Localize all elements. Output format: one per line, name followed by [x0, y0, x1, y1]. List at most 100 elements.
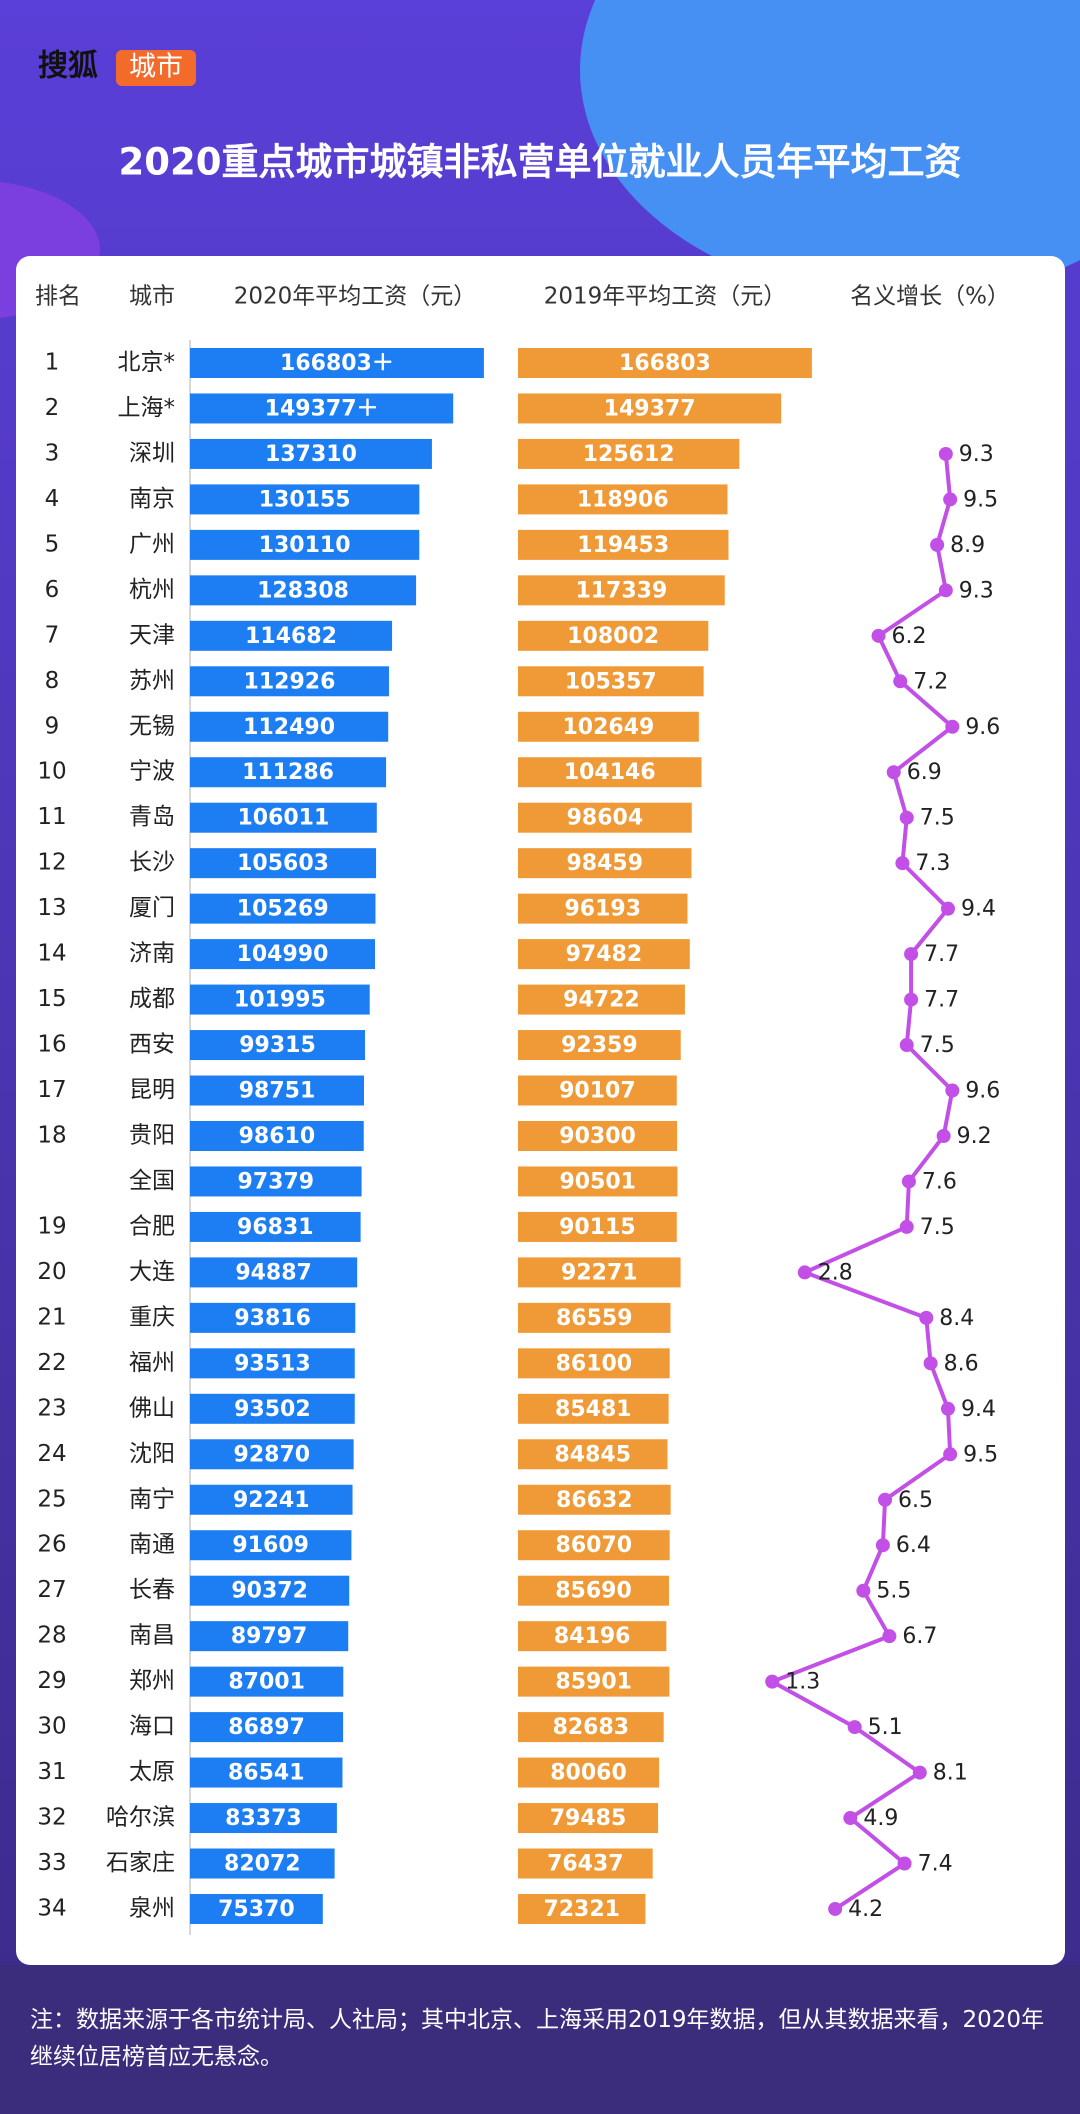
bar	[518, 529, 729, 560]
bar	[518, 1666, 670, 1697]
growth-label: 9.4	[961, 897, 996, 922]
bar	[190, 1621, 349, 1652]
bar	[190, 1393, 355, 1424]
value-label: 85690	[555, 1579, 632, 1604]
growth-label: 6.9	[907, 760, 942, 785]
growth-point	[930, 537, 945, 552]
bar	[518, 1712, 664, 1743]
rank: 26	[37, 1532, 66, 1558]
category-label: 全国	[129, 1168, 175, 1194]
value-label: 118906	[577, 487, 669, 512]
bar	[190, 1803, 337, 1834]
value-label: 96193	[564, 897, 641, 922]
category-label: 深圳	[129, 440, 175, 466]
value-label: 90115	[559, 1215, 636, 1240]
growth-label: 7.7	[924, 988, 959, 1013]
value-label: 86897	[228, 1715, 305, 1740]
value-label: 137310	[265, 442, 357, 467]
value-label: 76437	[547, 1852, 624, 1877]
category-label: 大连	[129, 1259, 175, 1285]
value-label: 84196	[554, 1624, 631, 1649]
value-label: 87001	[228, 1670, 305, 1695]
bar	[190, 620, 393, 651]
category-label: 天津	[129, 622, 175, 648]
growth-label: 6.4	[896, 1533, 931, 1558]
growth-point	[856, 1583, 871, 1598]
growth-point	[899, 810, 914, 825]
growth-label: 9.3	[959, 442, 994, 467]
legend-label: 名义增长（%）	[850, 284, 1010, 310]
value-label: 93816	[234, 1306, 311, 1331]
value-label: 94887	[235, 1260, 312, 1285]
rank: 9	[45, 713, 60, 739]
value-label: 111286	[242, 760, 334, 785]
value-label: 108002	[567, 624, 659, 649]
rank: 17	[37, 1077, 66, 1103]
bar	[518, 620, 709, 651]
value-label: 101995	[234, 988, 326, 1013]
growth-point	[882, 1629, 897, 1644]
value-label: 90501	[559, 1169, 636, 1194]
value-label: 117339	[575, 578, 667, 603]
growth-label: 7.5	[920, 806, 955, 831]
value-label: 92870	[234, 1442, 311, 1467]
value-label: 98604	[567, 806, 644, 831]
value-label: 92271	[561, 1260, 638, 1285]
category-label: 贵阳	[129, 1122, 175, 1148]
bar	[518, 1348, 670, 1379]
bar	[190, 1484, 353, 1515]
bar	[518, 1484, 671, 1515]
category-label: 海口	[129, 1714, 175, 1740]
bar	[190, 666, 389, 697]
bar	[518, 575, 725, 606]
value-label: 119453	[577, 533, 669, 558]
value-label: 149377	[604, 396, 696, 421]
growth-label: 7.5	[920, 1215, 955, 1240]
category-label: 太原	[129, 1759, 175, 1785]
value-label: 86559	[556, 1306, 633, 1331]
value-label: 96831	[237, 1215, 314, 1240]
rank: 19	[37, 1213, 66, 1239]
rank: 2	[45, 395, 60, 421]
rank: 34	[37, 1895, 66, 1921]
bar	[518, 1439, 668, 1470]
growth-point	[843, 1811, 858, 1826]
bar	[190, 1257, 358, 1288]
bar	[190, 1166, 362, 1197]
growth-point	[945, 1083, 960, 1098]
category-label: 南宁	[129, 1486, 175, 1512]
growth-point	[765, 1674, 780, 1689]
category-label: 佛山	[129, 1395, 175, 1421]
rank: 31	[37, 1759, 66, 1785]
growth-label: 2.8	[818, 1260, 853, 1285]
growth-label: 9.6	[965, 715, 1000, 740]
category-label: 西安	[129, 1032, 175, 1058]
growth-label: 4.2	[848, 1897, 883, 1922]
bar	[518, 666, 704, 697]
value-label: 86632	[556, 1488, 633, 1513]
bar	[518, 348, 812, 378]
bar	[190, 575, 417, 606]
growth-label: 7.3	[915, 851, 950, 876]
growth-point	[936, 1128, 951, 1143]
bar	[518, 484, 728, 515]
rank: 10	[37, 759, 66, 785]
growth-label: 9.2	[957, 1124, 992, 1149]
value-label: 125612	[583, 442, 675, 467]
bar	[518, 984, 685, 1015]
growth-point	[943, 492, 958, 507]
value-label: 86100	[556, 1351, 633, 1376]
value-label: 114682	[245, 624, 337, 649]
value-label: 92359	[561, 1033, 638, 1058]
value-label: 83373	[225, 1806, 302, 1831]
bar	[518, 939, 690, 970]
bar	[518, 802, 692, 833]
rank: 29	[37, 1668, 66, 1694]
bar	[190, 529, 420, 560]
growth-point	[847, 1720, 862, 1735]
growth-point	[938, 583, 953, 598]
bar	[518, 1393, 669, 1424]
value-label: 106011	[237, 806, 329, 831]
bar	[518, 1848, 653, 1879]
bar	[190, 438, 432, 469]
